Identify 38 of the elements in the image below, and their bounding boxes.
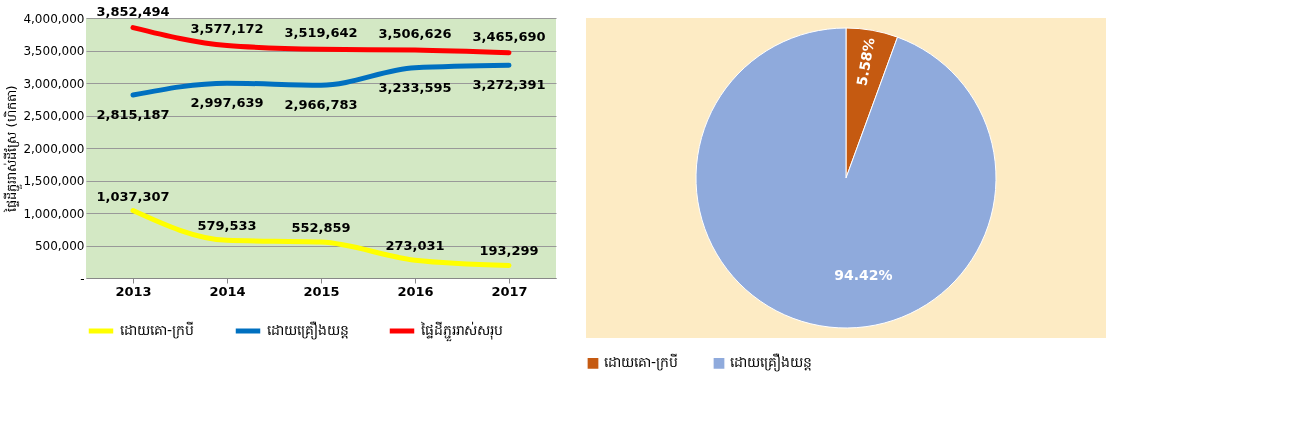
data-label: 5.58% <box>853 36 878 87</box>
x-tick-label: 2016 <box>397 283 434 299</box>
data-label: 3,233,595 <box>378 79 452 95</box>
data-label: 1,037,307 <box>96 188 170 204</box>
data-label: 94.42% <box>834 267 893 284</box>
legend-label: ដោយគោ-ក្របី <box>604 353 679 372</box>
data-label: 3,852,494 <box>96 3 170 19</box>
y-tick-label: 1,000,000 <box>23 206 85 221</box>
data-label: 3,465,690 <box>472 28 546 44</box>
y-tick-label: - <box>80 271 85 286</box>
y-tick-label: 4,000,000 <box>23 11 85 26</box>
data-label: 552,859 <box>291 220 351 236</box>
data-label: 579,533 <box>197 218 257 234</box>
y-tick-label: 1,500,000 <box>23 174 85 188</box>
x-tick-label: 2015 <box>303 283 340 299</box>
pie-slice <box>695 27 997 329</box>
x-tick-label: 2013 <box>115 283 152 299</box>
legend-label: ដោយគ្រឿងយន្ត <box>267 321 349 340</box>
data-label: 3,577,172 <box>190 21 264 37</box>
y-tick-label: 3,000,000 <box>23 76 85 91</box>
legend-label: ដោយគោ-ក្របី <box>120 321 195 339</box>
y-tick-label: 2,000,000 <box>23 141 85 156</box>
y-tick-label: 2,500,000 <box>23 109 85 123</box>
data-label: 3,506,626 <box>378 26 452 42</box>
y-tick-label: 500,000 <box>34 239 85 253</box>
y-axis-title: ផ្ទៃដីភ្ជួររាស់ដីស្រែ (ហិកតា) <box>3 85 23 213</box>
y-tick-label: 3,500,000 <box>23 44 85 58</box>
data-label: 193,299 <box>479 243 539 259</box>
x-tick-label: 2014 <box>209 283 246 299</box>
data-label: 273,031 <box>385 238 445 254</box>
data-label: 2,966,783 <box>284 97 358 113</box>
legend-label: ដោយគ្រឿងយន្ត <box>730 353 812 373</box>
data-label: 3,272,391 <box>472 77 546 93</box>
x-tick-label: 2017 <box>491 283 528 299</box>
data-label: 2,815,187 <box>96 107 170 123</box>
data-label: 2,997,639 <box>190 95 264 111</box>
data-label: 3,519,642 <box>284 25 358 41</box>
legend-label: ផ្ទៃដីភ្ជួររាស់សរុប <box>420 321 503 342</box>
